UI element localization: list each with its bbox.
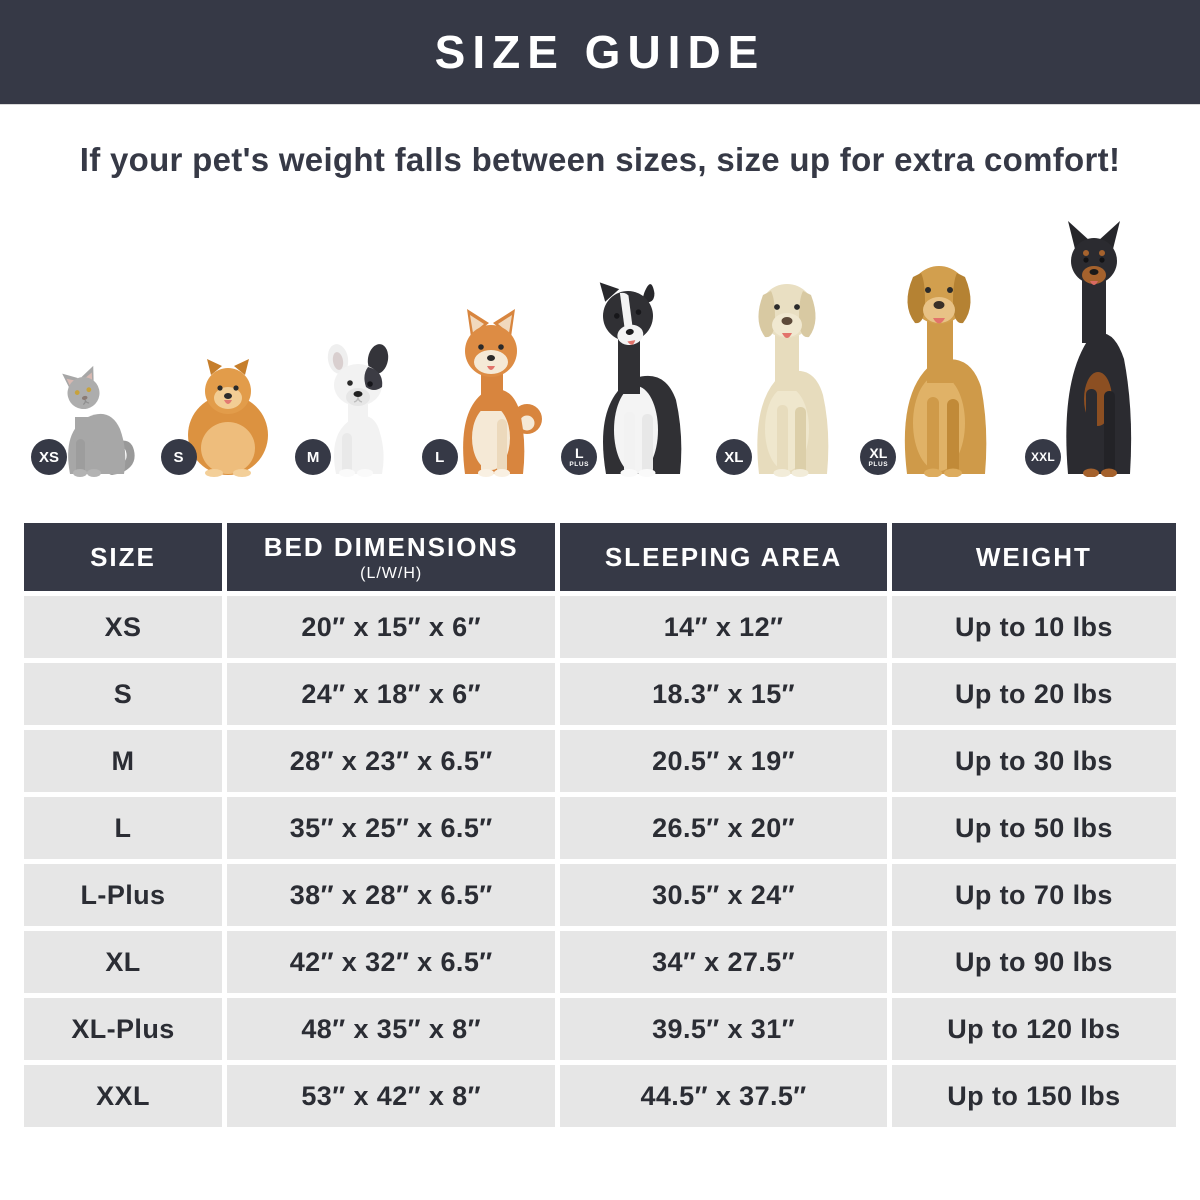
animal-xs: XS [31,365,143,477]
animal-s: S [160,355,278,477]
cell-size: M [24,730,222,792]
cell-sleeping-area: 39.5″ x 31″ [560,998,887,1060]
animal-xl-plus: XL PLUS [860,239,1007,477]
animal-xl: XL [715,259,843,477]
animal-l-plus: L PLUS [561,272,698,477]
cell-weight: Up to 70 lbs [891,864,1176,926]
cell-sleeping-area: 20.5″ x 19″ [560,730,887,792]
french-bulldog-icon [327,344,389,477]
cell-weight: Up to 150 lbs [891,1065,1176,1127]
column-header-size: SIZE [24,523,222,591]
size-badge-label: S [173,448,184,466]
cat-icon [62,365,135,477]
cell-weight: Up to 120 lbs [891,998,1176,1060]
cell-bed-dimensions: 48″ x 35″ x 8″ [226,998,556,1060]
column-header-label: WEIGHT [975,541,1092,572]
cell-bed-dimensions: 42″ x 32″ x 6.5″ [226,931,556,993]
size-badge-xl-plus: XL PLUS [860,439,897,475]
golden-retriever-icon [905,266,987,477]
size-badge-label: L [574,445,584,461]
animal-m: M [295,341,404,477]
column-header-sublabel: (L/W/H) [360,564,423,582]
size-badge-xl: XL [715,439,752,475]
size-badge-m: M [295,439,332,475]
size-badge-xs: XS [31,439,67,475]
cell-size: L-Plus [24,864,222,926]
size-badge-label: XL [724,448,744,466]
cell-size: L [24,797,222,859]
size-badge-label: XS [38,448,59,466]
doberman-icon [1066,221,1132,477]
cell-sleeping-area: 18.3″ x 15″ [560,663,887,725]
size-badge-sublabel: PLUS [868,460,889,468]
subtitle-text: If your pet's weight falls between sizes… [79,141,1121,178]
cell-weight: Up to 30 lbs [891,730,1176,792]
cell-size: XL-Plus [24,998,222,1060]
cell-size: XL [24,931,222,993]
size-badge-label: M [306,448,320,466]
size-badge-l-plus: L PLUS [561,439,598,475]
cell-sleeping-area: 26.5″ x 20″ [560,797,887,859]
column-header-label: BED DIMENSIONS [263,531,519,562]
cell-weight: Up to 50 lbs [891,797,1176,859]
page-title: SIZE GUIDE [434,26,766,78]
cell-size: S [24,663,222,725]
cell-bed-dimensions: 28″ x 23″ x 6.5″ [226,730,556,792]
animal-xxl: XXL [1024,219,1152,477]
labrador-icon [757,284,829,477]
cell-weight: Up to 10 lbs [891,596,1176,658]
cell-size: XS [24,596,222,658]
size-badge-label: L [435,448,445,466]
column-header-bed-dimensions: BED DIMENSIONS (L/W/H) [226,523,556,591]
size-table: SIZE BED DIMENSIONS (L/W/H) SLEEPING ARE… [24,523,1176,1127]
cell-bed-dimensions: 53″ x 42″ x 8″ [226,1065,556,1127]
cell-sleeping-area: 44.5″ x 37.5″ [560,1065,887,1127]
column-header-label: SLEEPING AREA [604,541,843,572]
pet-size-illustrations: XS S [0,185,1200,477]
column-header-label: SIZE [90,541,156,572]
cell-size: XXL [24,1065,222,1127]
cell-weight: Up to 90 lbs [891,931,1176,993]
cell-weight: Up to 20 lbs [891,663,1176,725]
cell-sleeping-area: 30.5″ x 24″ [560,864,887,926]
animal-l: L [421,295,544,477]
size-badge-l: L [421,439,458,475]
column-header-weight: WEIGHT [891,523,1176,591]
cell-sleeping-area: 14″ x 12″ [560,596,887,658]
size-badge-xxl: XXL [1024,439,1061,475]
cell-bed-dimensions: 35″ x 25″ x 6.5″ [226,797,556,859]
border-collie-icon [599,282,682,477]
cell-bed-dimensions: 20″ x 15″ x 6″ [226,596,556,658]
size-badge-label: XXL [1030,450,1055,464]
cell-sleeping-area: 34″ x 27.5″ [560,931,887,993]
size-badge-s: S [160,439,197,475]
size-badge-sublabel: PLUS [569,460,590,468]
cell-bed-dimensions: 24″ x 18″ x 6″ [226,663,556,725]
column-header-sleeping-area: SLEEPING AREA [560,523,887,591]
size-badge-label: XL [869,445,888,461]
pomeranian-icon [187,359,268,477]
title-bar: SIZE GUIDE [0,0,1200,105]
shiba-inu-icon [462,309,542,477]
cell-bed-dimensions: 38″ x 28″ x 6.5″ [226,864,556,926]
